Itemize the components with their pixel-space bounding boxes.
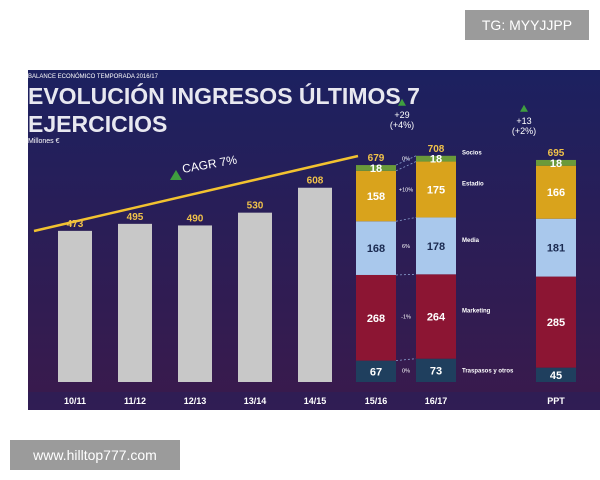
x-tick-label-11/12: 11/12 [124,396,146,406]
total-label-12/13: 490 [187,213,204,224]
total-label-PPT: 695 [548,148,565,159]
segment-socios-16/17 [416,155,456,162]
x-tick-label-12/13: 12/13 [184,396,207,406]
bar-13/14 [238,212,272,382]
segment-name-marketing: Marketing [462,309,491,315]
segment-value-estadio-16/17: 175 [427,185,445,197]
total-label-16/17: 708 [428,144,445,155]
segment-value-traspasos-PPT: 45 [550,370,562,382]
connector-media [395,217,417,222]
total-label-14/15: 608 [307,176,324,187]
bar-11/12 [118,223,152,382]
segment-value-socios-16/17: 18 [430,154,442,166]
segment-estadio-15/16 [356,170,396,222]
segment-change-marketing: -1% [401,315,411,321]
segment-value-media-PPT: 181 [547,243,565,255]
total-label-10/11: 473 [67,219,84,230]
segment-change-estadio: +10% [399,188,413,194]
x-tick-label-16/17: 16/17 [425,396,448,406]
total-label-15/16: 679 [368,153,385,164]
x-tick-label-10/11: 10/11 [64,396,86,406]
total-label-13/14: 530 [247,201,264,212]
segment-estadio-PPT [536,165,576,219]
segment-value-media-16/17: 178 [427,241,445,253]
segment-traspasos-15/16 [356,360,396,382]
segment-traspasos-16/17 [416,358,456,382]
segment-marketing-16/17 [416,274,456,359]
x-tick-label-13/14: 13/14 [244,396,267,406]
difference-percent: (+2%) [512,126,536,136]
segment-marketing-15/16 [356,274,396,361]
unit-label: Millones € [28,138,60,145]
segment-value-marketing-15/16: 268 [367,313,385,325]
bar-14/15 [298,187,332,382]
segment-value-estadio-15/16: 158 [367,191,385,203]
cagr-arrow-icon [170,170,182,180]
title-line-2: EJERCICIOS [28,111,167,137]
segment-name-media: Media [462,238,480,244]
increase-arrow-icon [520,104,528,112]
segment-media-PPT [536,218,576,277]
segment-change-media: 6% [402,244,410,250]
segment-value-traspasos-16/17: 73 [430,365,442,377]
difference-percent: (+4%) [390,120,414,130]
segment-value-traspasos-15/16: 67 [370,366,382,378]
segment-change-traspasos: 0% [402,368,410,374]
segment-name-estadio: Estadio [462,182,484,188]
segment-media-15/16 [356,221,396,275]
connector-traspasos [395,358,417,361]
segment-estadio-16/17 [416,161,456,218]
segment-value-socios-15/16: 18 [370,163,382,175]
cagr-trend-line [33,154,359,233]
watermark-tag-bottom: www.hilltop777.com [10,440,180,470]
segment-name-traspasos: Traspasos y otros [462,368,514,374]
connector-marketing [395,273,417,276]
difference-value: +13 [516,116,531,126]
difference-value: +29 [394,110,409,120]
segment-marketing-PPT [536,276,576,368]
increase-arrow-icon [398,98,406,106]
x-tick-label-14/15: 14/15 [304,396,327,406]
revenue-chart: BALANCE ECONÓMICO TEMPORADA 2016/17 EVOL… [28,70,600,420]
bar-12/13 [178,225,212,382]
x-tick-label-PPT: PPT [547,396,565,406]
segment-change-socios: 0% [402,157,410,163]
segment-value-marketing-PPT: 285 [547,317,565,329]
watermark-tag-top: TG: MYYJJPP [465,10,589,40]
bar-10/11 [58,230,92,382]
segment-socios-15/16 [356,165,396,171]
segment-socios-PPT [536,159,576,166]
segment-value-socios-PPT: 18 [550,158,562,170]
chart-slide: BALANCE ECONÓMICO TEMPORADA 2016/17 EVOL… [28,70,600,420]
segment-name-socios: Socios [462,151,482,157]
segment-value-estadio-PPT: 166 [547,187,565,199]
segment-media-16/17 [416,217,456,275]
x-tick-label-15/16: 15/16 [365,396,388,406]
total-label-11/12: 495 [127,212,144,223]
kicker-text: BALANCE ECONÓMICO TEMPORADA 2016/17 [28,73,159,80]
segment-traspasos-PPT [536,367,576,382]
segment-value-marketing-16/17: 264 [427,312,446,324]
title-line-1: EVOLUCIÓN INGRESOS ÚLTIMOS 7 [28,82,420,109]
segment-value-media-15/16: 168 [367,243,385,255]
